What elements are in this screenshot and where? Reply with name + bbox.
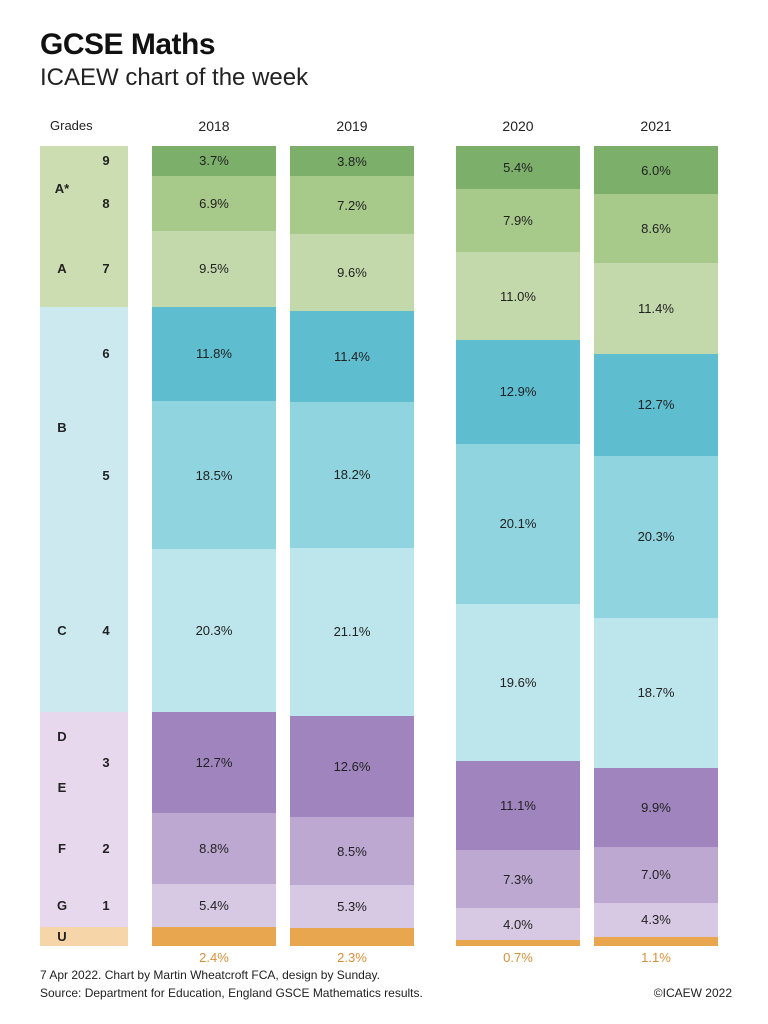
bar-segment-grade-8: 7.2% (290, 176, 414, 234)
grade-legend-letter: D (40, 712, 84, 763)
bar-segment-grade-3: 9.9% (594, 768, 718, 847)
bar-segment-grade-U (594, 937, 718, 946)
bar-segment-grade-9: 3.8% (290, 146, 414, 176)
footer-line-1: 7 Apr 2022. Chart by Martin Wheatcroft F… (40, 967, 732, 984)
u-grade-label: 0.7% (503, 950, 533, 965)
bar-segment-grade-7: 11.4% (594, 263, 718, 354)
grade-legend-letter: C (40, 549, 84, 711)
chart-area: Grades A*ABCDEFGU 987654321 20183.7%6.9%… (40, 118, 732, 965)
grade-legend-number: 2 (84, 813, 128, 883)
footer-line-2: Source: Department for Education, Englan… (40, 985, 732, 1002)
grade-legend-letter: B (40, 307, 84, 549)
grade-legend-letter: F (40, 813, 84, 883)
bar-segment-grade-U (290, 928, 414, 946)
bar-segment-grade-2: 7.0% (594, 847, 718, 903)
bar-segment-grade-4: 19.6% (456, 604, 580, 761)
year-label: 2018 (198, 118, 229, 146)
u-grade-label: 2.4% (199, 950, 229, 965)
bar-segment-grade-U (456, 940, 580, 946)
grade-legend-number: 7 (84, 231, 128, 307)
u-grade-label: 2.3% (337, 950, 367, 965)
bar-segment-grade-5: 18.5% (152, 401, 276, 549)
bar-segment-grade-2: 7.3% (456, 850, 580, 908)
bar-segment-grade-6: 11.4% (290, 311, 414, 402)
grade-legend-number: 6 (84, 307, 128, 401)
bar-segment-grade-3: 12.6% (290, 716, 414, 817)
bar-segment-grade-1: 5.3% (290, 885, 414, 927)
year-label: 2021 (640, 118, 671, 146)
grade-legend-letter: U (40, 927, 84, 946)
bar-segment-grade-7: 9.6% (290, 234, 414, 311)
grade-legend-number: 5 (84, 401, 128, 549)
footer-copyright: ©ICAEW 2022 (654, 985, 732, 1002)
grade-legend-number: 3 (84, 712, 128, 814)
grade-legend-letters: A*ABCDEFGU (40, 146, 84, 946)
year-column: 20193.8%7.2%9.6%11.4%18.2%21.1%12.6%8.5%… (290, 118, 414, 965)
bar-segment-grade-6: 12.9% (456, 340, 580, 443)
grade-legend-number (84, 927, 128, 946)
year-label: 2019 (336, 118, 367, 146)
bar-segment-grade-4: 20.3% (152, 549, 276, 711)
grade-legend-number: 8 (84, 176, 128, 231)
bar-segment-grade-3: 11.1% (456, 761, 580, 850)
grade-legend-letter: A (40, 231, 84, 307)
bar-segment-grade-9: 3.7% (152, 146, 276, 176)
grades-header: Grades (40, 118, 128, 146)
year-column: 20183.7%6.9%9.5%11.8%18.5%20.3%12.7%8.8%… (152, 118, 276, 965)
bar-segment-grade-5: 18.2% (290, 402, 414, 548)
grade-legend-letter: A* (40, 146, 84, 231)
chart-footer: 7 Apr 2022. Chart by Martin Wheatcroft F… (40, 967, 732, 1002)
bar-segment-grade-8: 7.9% (456, 189, 580, 252)
chart-title: GCSE Maths (40, 28, 732, 62)
grade-legend-numbers: 987654321 (84, 146, 128, 946)
bar-segment-grade-3: 12.7% (152, 712, 276, 814)
grade-legend-number: 1 (84, 884, 128, 927)
bar-segment-grade-1: 4.3% (594, 903, 718, 937)
bar-segment-grade-5: 20.1% (456, 444, 580, 605)
bar-segment-grade-1: 4.0% (456, 908, 580, 940)
bar-segment-grade-6: 12.7% (594, 354, 718, 456)
bar-segment-grade-9: 5.4% (456, 146, 580, 189)
stacked-bar: 6.0%8.6%11.4%12.7%20.3%18.7%9.9%7.0%4.3% (594, 146, 718, 946)
year-column: 20216.0%8.6%11.4%12.7%20.3%18.7%9.9%7.0%… (594, 118, 718, 965)
bar-segment-grade-8: 8.6% (594, 194, 718, 263)
year-label: 2020 (502, 118, 533, 146)
bar-segment-grade-1: 5.4% (152, 884, 276, 927)
grade-legend-number: 9 (84, 146, 128, 176)
year-column: 20205.4%7.9%11.0%12.9%20.1%19.6%11.1%7.3… (456, 118, 580, 965)
bar-segment-grade-6: 11.8% (152, 307, 276, 401)
grade-legend-stack: A*ABCDEFGU 987654321 (40, 146, 128, 946)
stacked-bar: 3.7%6.9%9.5%11.8%18.5%20.3%12.7%8.8%5.4% (152, 146, 276, 946)
chart-subtitle: ICAEW chart of the week (40, 64, 732, 92)
bar-segment-grade-2: 8.8% (152, 813, 276, 883)
bar-segment-grade-7: 9.5% (152, 231, 276, 307)
grade-legend-column: Grades A*ABCDEFGU 987654321 (40, 118, 128, 946)
bar-segment-grade-2: 8.5% (290, 817, 414, 885)
stacked-bar: 5.4%7.9%11.0%12.9%20.1%19.6%11.1%7.3%4.0… (456, 146, 580, 946)
bar-segment-grade-8: 6.9% (152, 176, 276, 231)
bar-segment-grade-4: 18.7% (594, 618, 718, 768)
grade-legend-number: 4 (84, 549, 128, 711)
bar-segment-grade-U (152, 927, 276, 946)
bar-segment-grade-4: 21.1% (290, 548, 414, 717)
bar-segment-grade-9: 6.0% (594, 146, 718, 194)
grade-legend-letter: E (40, 762, 84, 813)
bar-segment-grade-7: 11.0% (456, 252, 580, 340)
u-grade-label: 1.1% (641, 950, 671, 965)
page: GCSE Maths ICAEW chart of the week Grade… (0, 0, 768, 1024)
grade-legend-letter: G (40, 884, 84, 927)
stacked-bar: 3.8%7.2%9.6%11.4%18.2%21.1%12.6%8.5%5.3% (290, 146, 414, 946)
bar-segment-grade-5: 20.3% (594, 456, 718, 618)
